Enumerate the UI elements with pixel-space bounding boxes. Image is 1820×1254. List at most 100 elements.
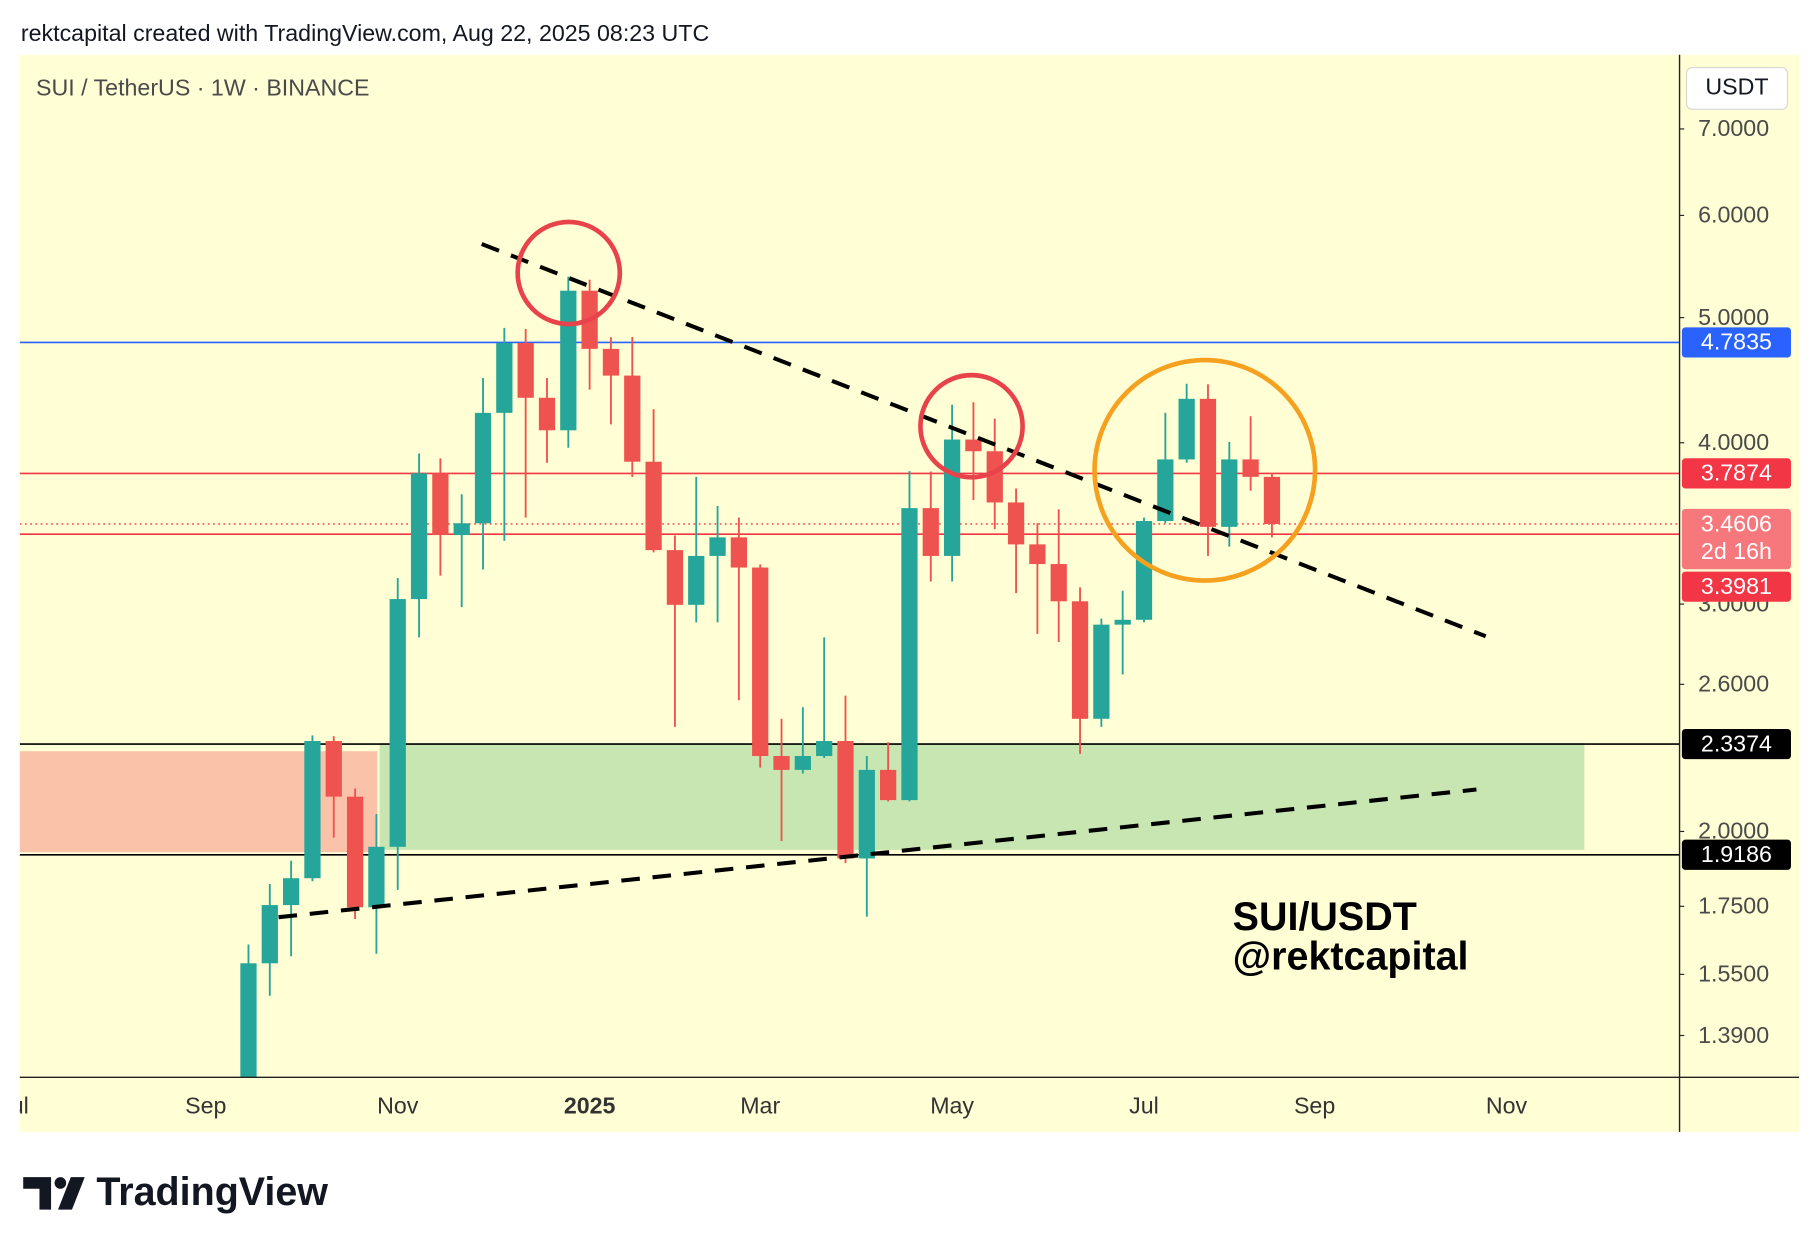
candle-body (1157, 459, 1174, 522)
candle-body (986, 451, 1003, 503)
y-tick-label: 1.7500 (1698, 893, 1769, 919)
y-tick-label: 7.0000 (1698, 115, 1769, 141)
candle-body (1007, 502, 1025, 545)
price-label-box (1681, 571, 1791, 602)
y-tick-label: 4.0000 (1698, 429, 1769, 455)
plot-area: SUI/USDT @rektcapital (19, 219, 1680, 1078)
candle-body (560, 290, 577, 431)
price-axis: 7.00006.00005.00004.00003.00002.60002.00… (1679, 115, 1769, 1048)
price-label: 3.7874 (1701, 460, 1772, 486)
currency-label[interactable]: USDT (1705, 74, 1768, 100)
x-tick-label: Mar (740, 1093, 780, 1119)
logo-icon (54, 1177, 67, 1189)
highlight-circle (918, 372, 1025, 480)
candle-body (773, 756, 790, 770)
candle-body (389, 599, 406, 847)
candle-body (624, 375, 641, 462)
countdown-label: 2d 16h (1701, 538, 1772, 564)
price-label-box (1681, 508, 1791, 570)
logo-icon (58, 1177, 85, 1210)
logo-text: TradingView (96, 1170, 328, 1214)
y-tick-label: 6.0000 (1698, 202, 1769, 228)
price-label: 3.4606 (1701, 510, 1772, 536)
candle-body (1199, 398, 1217, 527)
price-label: 2.3374 (1701, 730, 1772, 756)
candle-body (517, 342, 534, 398)
candle-body (410, 473, 428, 600)
candle-body (1242, 459, 1259, 477)
y-tick-label: 2.6000 (1698, 671, 1769, 697)
tradingview-logo: TradingView (23, 1170, 328, 1214)
watermark: @rektcapital (1233, 934, 1469, 978)
price-label-box (1681, 839, 1791, 870)
candle-body (688, 555, 705, 605)
watermark: SUI/USDT (1233, 895, 1417, 939)
candle-body (837, 741, 854, 859)
price-label-box (1681, 728, 1791, 760)
time-axis: Jul Sep Nov 2025 Mar May Jul Sep Nov (0, 1093, 1528, 1119)
candle-body (901, 508, 918, 801)
x-tick-label: May (930, 1093, 974, 1119)
candle-body (816, 741, 833, 757)
ascending-trendline (278, 787, 1477, 920)
x-tick-label: Jul (0, 1093, 29, 1119)
y-tick-label: 1.3900 (1698, 1022, 1769, 1048)
x-tick-label: 2025 (564, 1093, 616, 1119)
candle-body (1029, 544, 1046, 565)
candle-body (538, 397, 556, 431)
price-label-box (1681, 327, 1791, 358)
candle-body (496, 342, 513, 413)
candle-body (1221, 459, 1238, 527)
candle-body (474, 412, 492, 524)
x-tick-label: Jul (1129, 1093, 1159, 1119)
candle-body (304, 741, 321, 879)
highlight-circle (515, 219, 623, 327)
candle-body (666, 550, 684, 605)
candle-body (1135, 521, 1153, 620)
candle-body (1050, 564, 1067, 602)
candle-body (922, 508, 939, 556)
highlight-circle (1092, 357, 1318, 583)
candle-body (325, 741, 342, 797)
price-label: 3.3981 (1701, 573, 1772, 599)
y-tick-label: 5.0000 (1698, 304, 1769, 330)
candle-body (346, 796, 364, 908)
candle-body (1178, 398, 1195, 460)
price-label: 4.7835 (1701, 329, 1772, 355)
price-label: 1.9186 (1701, 841, 1772, 867)
candle-body (880, 769, 897, 801)
descending-trendline (480, 242, 1487, 639)
price-label-box (1681, 458, 1791, 489)
x-tick-label: Sep (185, 1093, 226, 1119)
x-tick-label: Nov (377, 1093, 419, 1119)
currency-button[interactable] (1685, 66, 1789, 110)
candle-body (240, 963, 257, 1078)
demand-zone (379, 743, 1585, 850)
candle-body (943, 439, 961, 556)
candle-body (1114, 619, 1131, 625)
x-tick-label: Sep (1294, 1093, 1335, 1119)
candle-body (602, 348, 620, 376)
candle-body (261, 905, 278, 964)
candle-body (1093, 624, 1110, 719)
candles (240, 276, 1281, 1078)
y-tick-label: 2.0000 (1698, 818, 1769, 844)
candle-body (1263, 476, 1281, 524)
candle-body (752, 567, 769, 757)
candle-body (965, 439, 982, 452)
candle-body (368, 846, 385, 908)
y-tick-label: 1.5500 (1698, 961, 1769, 987)
candle-body (709, 537, 726, 556)
header-text: rektcapital created with TradingView.com… (21, 20, 709, 46)
x-tick-label: Nov (1486, 1093, 1528, 1119)
candle-body (645, 461, 662, 551)
candle-body (453, 523, 470, 536)
candle-body (432, 473, 449, 536)
candle-body (282, 878, 300, 906)
logo-icon (23, 1177, 52, 1210)
supply-zone (19, 751, 378, 853)
candle-body (794, 756, 811, 770)
